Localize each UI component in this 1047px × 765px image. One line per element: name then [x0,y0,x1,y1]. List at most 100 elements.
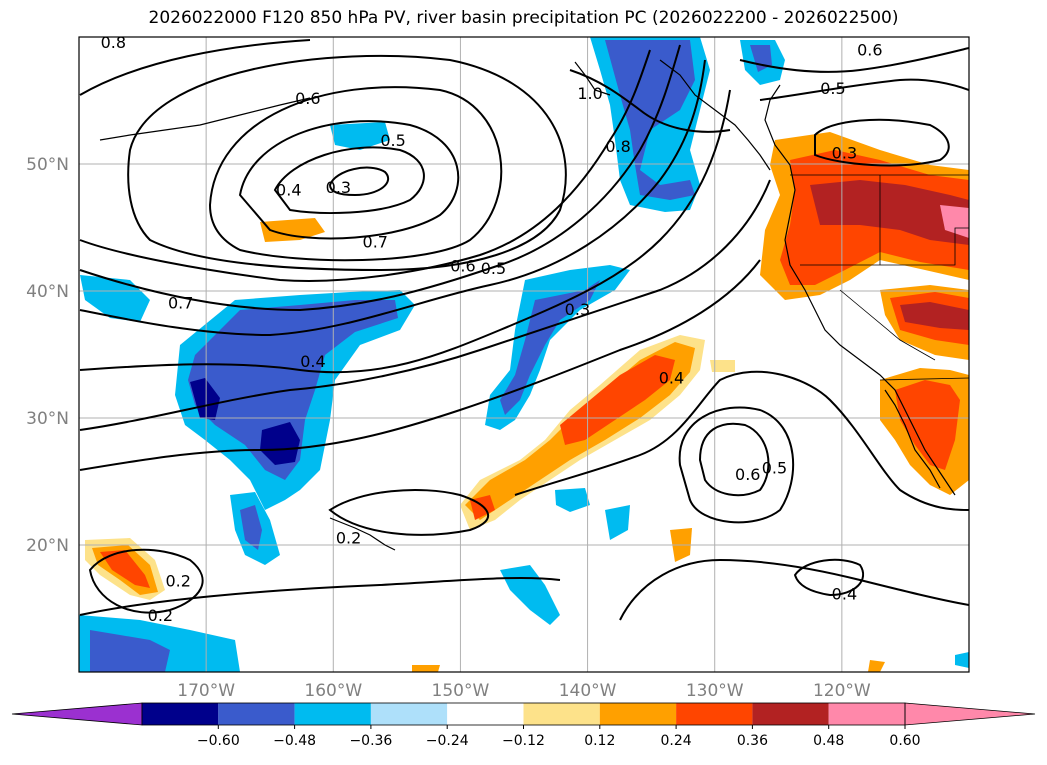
colorbar-tick-label: 0.24 [661,733,692,749]
pv-contour [88,548,204,614]
positive-pc-region [710,360,735,372]
contour-label: 0.6 [857,41,882,60]
longitude-label: 150°W [432,681,490,701]
contour-label: 0.3 [565,300,590,319]
map-frame [78,36,970,673]
positive-pc-region [810,180,969,245]
colorbar-box [676,703,753,725]
pv-contours [79,39,969,621]
contour-label: 0.8 [101,33,126,52]
contour-label: 0.5 [820,79,845,98]
pv-contour [678,406,795,524]
pv-contour [79,39,311,96]
positive-pc-region [560,355,675,445]
pv-contour [514,370,969,511]
pv-contour [79,576,561,616]
longitude-labels: 170°W 160°W 150°W 140°W 130°W 120°W [177,681,871,701]
negative-pc-region [90,630,170,672]
contour-label: 0.6 [735,465,760,484]
colorbar-tick-label: −0.48 [273,733,316,749]
negative-pc-region [260,422,300,465]
figure-title: 2026022000 F120 850 hPa PV, river basin … [148,8,899,28]
pv-contour [698,422,770,497]
positive-pc-region [940,205,969,238]
colorbar: −0.60 −0.48 −0.36 −0.24 −0.12 0.12 0.24 0.36 0.4… [11,702,1036,749]
latitude-label: 50°N [26,155,69,175]
contour-label: 0.3 [326,178,351,197]
negative-pc-region [500,565,560,625]
graticule [79,37,969,672]
island-chain-aleutians [99,97,311,141]
colorbar-box [599,703,677,725]
contour-label: 0.4 [276,180,301,199]
contour-label: 0.2 [148,606,173,625]
contour-label: 0.5 [481,259,506,278]
political-borders [790,174,969,381]
pv-contour [127,54,567,272]
coastlines [99,59,956,551]
border-segment [800,227,969,266]
negative-pc-region [555,488,590,512]
contour-label: 0.2 [165,572,190,591]
colorbar-box [218,703,295,725]
negative-pc-region [240,505,262,550]
positive-pc-region [868,660,885,672]
negative-pc-region [955,652,969,668]
colorbar-tick-label: −0.60 [197,733,240,749]
contour-label: 0.7 [168,293,193,312]
colorbar-tick-label: 0.48 [813,733,844,749]
negative-pc-region [330,122,390,150]
pv-contour [79,59,706,337]
colorbar-tick-label: 0.36 [737,733,768,749]
contour-label: 0.6 [295,89,320,108]
contour-label: 0.4 [659,368,684,387]
contour-labels: 0.80.60.50.4 0.30.70.70.6 0.50.40.31.00.80… [101,33,883,625]
pv-contour [793,558,865,597]
colorbar-tick-label: −0.12 [502,733,545,749]
positive-pc-region [260,218,325,242]
colorbar-box [828,703,905,725]
pv-contour [79,89,731,374]
negative-pc-region [605,40,695,200]
longitude-label: 140°W [559,681,617,701]
contour-label: 0.4 [832,584,857,603]
colorbar-tick-label: −0.24 [426,733,469,749]
colorbar-box [523,703,600,725]
border-segment [839,289,936,361]
colorbar-box [294,703,371,725]
coastline-baja [884,389,941,489]
contour-label: 0.5 [762,459,787,478]
longitude-label: 170°W [177,681,235,701]
positive-pc-region [100,550,150,588]
negative-pc-region [500,280,600,415]
pv-contour [79,49,651,282]
latitude-label: 20°N [26,536,69,556]
colorbar-box [142,703,219,725]
colorbar-tick-label: 0.60 [889,733,920,749]
island-chain-hawaii [329,517,396,551]
contour-label: 1.0 [577,84,602,103]
pv-contour [569,69,731,133]
positive-pc-region [895,380,960,470]
longitude-label: 120°W [813,681,871,701]
pv-contour [328,166,390,197]
border-segment [879,377,969,381]
coastline-north-america [764,84,956,496]
negative-pc-region [190,378,220,420]
contour-label: 0.7 [363,232,388,251]
pv-contour [739,47,969,73]
pv-contour [79,259,761,471]
latitude-label: 30°N [26,409,69,429]
contour-label: 0.2 [336,528,361,547]
colorbar-box [752,703,829,725]
coastline-misc [574,61,611,96]
colorbar-tick-label: −0.36 [349,733,392,749]
colorbar-box [447,703,524,725]
pv-contour [79,44,681,312]
colorbar-extend-max [904,702,1036,726]
longitude-label: 160°W [304,681,362,701]
pv-contour [238,120,460,240]
colorbar-tick-label: 0.12 [584,733,615,749]
pv-contour [208,86,503,262]
